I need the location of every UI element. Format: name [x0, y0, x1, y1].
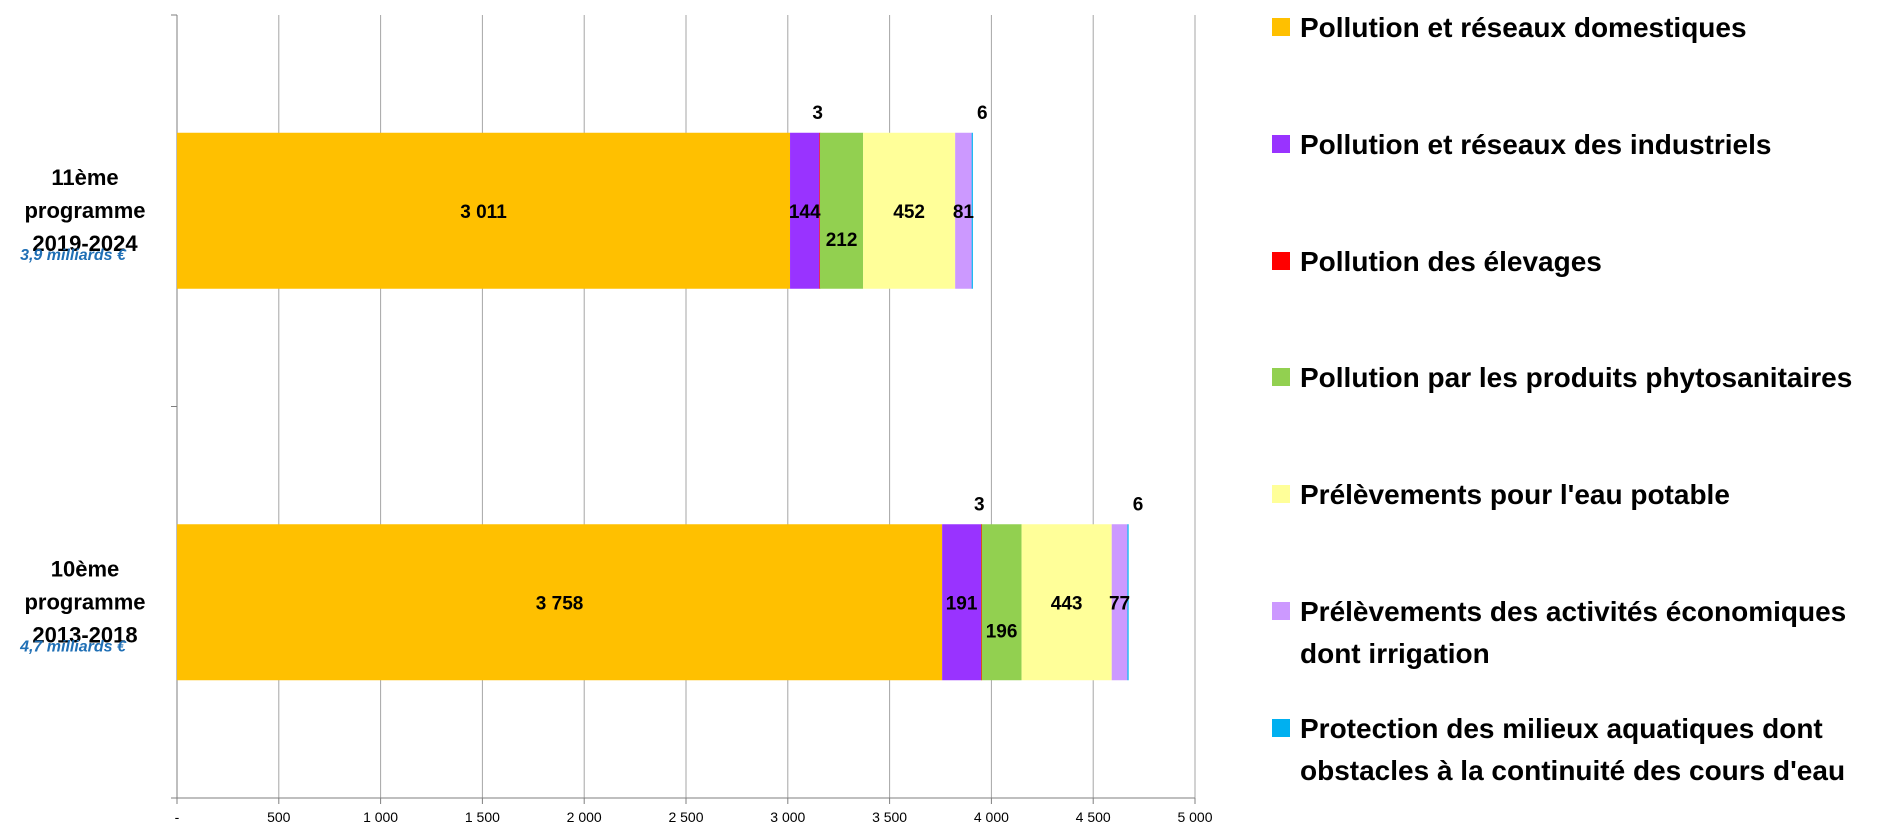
category-budget-note: 4,7 milliards € — [19, 638, 127, 655]
bar-segment — [819, 132, 821, 289]
bar-segment — [981, 524, 1022, 681]
data-label: 6 — [1133, 494, 1144, 515]
bar-segment — [942, 524, 982, 681]
x-tick-label: 2 000 — [567, 809, 602, 825]
gridlines — [278, 15, 1196, 798]
data-label: 6 — [977, 103, 988, 124]
category-budget-note: 3,9 milliards € — [20, 247, 127, 264]
legend: Pollution et réseaux domestiques Pollutio… — [1272, 12, 1852, 786]
category-label: programme — [24, 198, 145, 223]
bar-segment — [863, 132, 956, 289]
x-tick-label: 3 000 — [770, 809, 805, 825]
category-label: 11ème — [51, 165, 118, 190]
category-label: 2019-2024 — [32, 231, 138, 256]
data-label: 212 — [826, 230, 858, 251]
x-tick-label: 1 000 — [363, 809, 398, 825]
bar-segment — [1111, 524, 1128, 681]
data-label: 443 — [1051, 593, 1083, 614]
legend-label: Pollution des élevages — [1300, 246, 1602, 277]
legend-swatch — [1272, 135, 1290, 153]
legend-swatch — [1272, 18, 1290, 36]
bar-segment — [819, 132, 864, 289]
legend-swatch — [1272, 252, 1290, 270]
data-label: 3 011 — [460, 202, 507, 223]
data-label: 81 — [953, 202, 975, 223]
bar-segment — [971, 132, 973, 289]
legend-label: obstacles à la continuité des cours d'ea… — [1300, 755, 1845, 786]
legend-label: Pollution et réseaux des industriels — [1300, 129, 1771, 160]
x-tick-label: 5 000 — [1177, 809, 1212, 825]
bars — [177, 132, 1129, 681]
data-label: 452 — [893, 202, 925, 223]
legend-label: dont irrigation — [1300, 638, 1490, 669]
legend-label: Prélèvements pour l'eau potable — [1300, 479, 1730, 510]
category-label: programme — [24, 589, 145, 614]
x-tick-label: 500 — [267, 809, 291, 825]
data-label: 3 — [812, 103, 823, 124]
category-label: 10ème — [51, 556, 120, 581]
x-tick-label: 1 500 — [465, 809, 500, 825]
x-tick-label: 4 000 — [974, 809, 1009, 825]
x-tick-label: 4 500 — [1076, 809, 1111, 825]
legend-label: Protection des milieux aquatiques dont — [1300, 713, 1823, 744]
bar-segment — [1021, 524, 1112, 681]
bar-segment — [177, 132, 791, 289]
x-tick-label: - — [175, 809, 180, 825]
bar-segment — [1127, 524, 1129, 681]
x-tick-label: 2 500 — [668, 809, 703, 825]
legend-label: Pollution et réseaux domestiques — [1300, 12, 1747, 43]
legend-swatch — [1272, 719, 1290, 737]
legend-swatch — [1272, 602, 1290, 620]
legend-swatch — [1272, 368, 1290, 386]
data-label: 3 758 — [536, 593, 584, 614]
bar-segment — [790, 132, 820, 289]
x-tick-label: 3 500 — [872, 809, 907, 825]
data-label: 3 — [974, 494, 985, 515]
data-label: 196 — [986, 621, 1018, 642]
category-label: 2013-2018 — [32, 622, 137, 647]
data-label: 77 — [1109, 593, 1130, 614]
legend-label: Prélèvements des activités économiques — [1300, 596, 1846, 627]
legend-swatch — [1272, 485, 1290, 503]
data-label: 191 — [946, 593, 978, 614]
legend-label: Pollution par les produits phytosanitair… — [1300, 362, 1852, 393]
bar-segment — [981, 524, 983, 681]
data-label: 144 — [789, 202, 821, 223]
bar-segment — [177, 524, 943, 681]
bar-segment — [955, 132, 972, 289]
data-labels: 3 011 144 3 212 452 81 6 3 758 191 3 196 443 77 6 — [460, 103, 1143, 643]
